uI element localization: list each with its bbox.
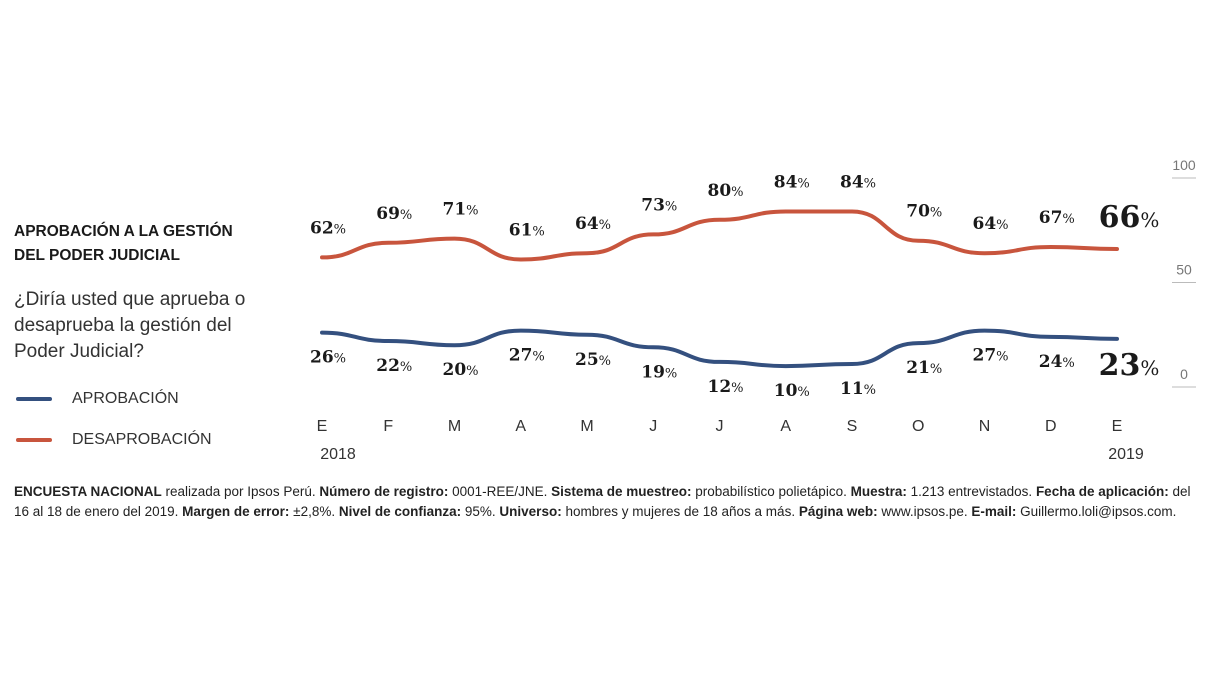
footnote-label: Sistema de muestreo: [551, 484, 692, 499]
series-line-desaprobacion [320, 209, 1119, 262]
x-tick-label: M [448, 418, 461, 435]
x-tick-label: M [580, 418, 593, 435]
year-label: 2019 [1108, 446, 1144, 463]
footnote-value: realizada por Ipsos Perú. [161, 484, 320, 499]
legend-item-desaprobacion: DESAPROBACIÓN [16, 431, 212, 449]
footnote-label: Universo: [499, 504, 562, 519]
chart-title: APROBACIÓN A LA GESTIÓN DEL PODER JUDICI… [14, 220, 233, 268]
data-label: 21% [906, 358, 942, 378]
footnote-value: ±2,8%. [289, 504, 339, 519]
x-tick-label: F [383, 418, 393, 435]
data-label: 19% [641, 362, 677, 382]
title-line: APROBACIÓN A LA GESTIÓN [14, 223, 233, 240]
data-label: 25% [575, 350, 611, 370]
data-label: 24% [1039, 352, 1075, 372]
data-label: 10% [774, 381, 810, 401]
footnote-label: Margen de error: [182, 504, 290, 519]
data-label: 20% [442, 360, 478, 380]
data-label: 12% [707, 377, 743, 397]
y-tick-label: 50 [1176, 262, 1192, 278]
x-tick-label: A [780, 418, 791, 435]
x-tick-label: D [1045, 418, 1057, 435]
x-tick-label: O [912, 418, 924, 435]
data-label: 84% [840, 172, 876, 192]
footnote-value: 1.213 entrevistados. [906, 484, 1036, 499]
data-label: 62% [310, 218, 346, 238]
x-tick-label: J [649, 418, 657, 435]
data-label: 64% [972, 214, 1008, 234]
year-label: 2018 [320, 446, 356, 463]
title-line: DEL PODER JUDICIAL [14, 247, 180, 264]
footnote-label: Fecha de aplicación: [1035, 484, 1169, 499]
footnote-label: Número de registro: [319, 484, 449, 499]
data-label: 84% [774, 172, 810, 192]
data-label: 27% [509, 346, 545, 366]
footnote-value: 0001-REE/JNE. [448, 484, 552, 499]
data-label: 11% [840, 379, 876, 399]
x-tick-label: E [1112, 418, 1123, 435]
data-label: 70% [906, 202, 942, 222]
footnote-value: Guillermo.loli@ipsos.com. [1016, 504, 1177, 519]
footnote-label: Muestra: [850, 484, 907, 499]
data-label: 64% [575, 214, 611, 234]
footnote-label: Página web: [798, 504, 878, 519]
x-tick-label: A [515, 418, 526, 435]
footnote-label: ENCUESTA NACIONAL [14, 484, 162, 499]
data-label: 61% [509, 221, 545, 241]
footnote: ENCUESTA NACIONAL realizada por Ipsos Pe… [14, 482, 1204, 522]
footnote-value: 95%. [461, 504, 500, 519]
data-label: 69% [376, 204, 412, 224]
x-tick-label: E [317, 418, 328, 435]
data-label: 71% [442, 200, 478, 220]
x-tick-label: J [716, 418, 724, 435]
y-tick-label: 0 [1180, 366, 1188, 382]
footnote-value: probabilístico polietápico. [691, 484, 851, 499]
line-chart: 0 50 100 E F M A M J J A S O N D E 2018 2019 26% 22% 20% 27% 2… [310, 157, 1196, 463]
legend-label: APROBACIÓN [72, 390, 179, 407]
data-label: 67% [1039, 208, 1075, 228]
y-tick-label: 100 [1172, 157, 1196, 173]
footnote-label: Nivel de confianza: [338, 504, 462, 519]
legend-item-aprobacion: APROBACIÓN [16, 390, 179, 408]
x-tick-label: N [979, 418, 991, 435]
data-label: 80% [707, 181, 743, 201]
data-label: 23% [1099, 348, 1160, 383]
survey-question: ¿Diría usted que aprueba o desaprueba la… [14, 289, 246, 362]
data-label: 73% [641, 195, 677, 215]
footnote-value: www.ipsos.pe. [877, 504, 972, 519]
legend-swatch [16, 438, 52, 442]
footnote-label: E-mail: [971, 504, 1017, 519]
x-tick-label: S [847, 418, 858, 435]
legend-swatch [16, 397, 52, 401]
data-label: 27% [972, 346, 1008, 366]
footnote-value: hombres y mujeres de 18 años a más. [561, 504, 799, 519]
data-label: 22% [376, 356, 412, 376]
series-line-aprobacion [320, 328, 1119, 369]
data-label: 66% [1099, 200, 1160, 235]
footnote-value: del 16 al 18 de enero del 2019. [14, 484, 1191, 519]
legend-label: DESAPROBACIÓN [72, 431, 212, 448]
data-label: 26% [310, 348, 346, 368]
